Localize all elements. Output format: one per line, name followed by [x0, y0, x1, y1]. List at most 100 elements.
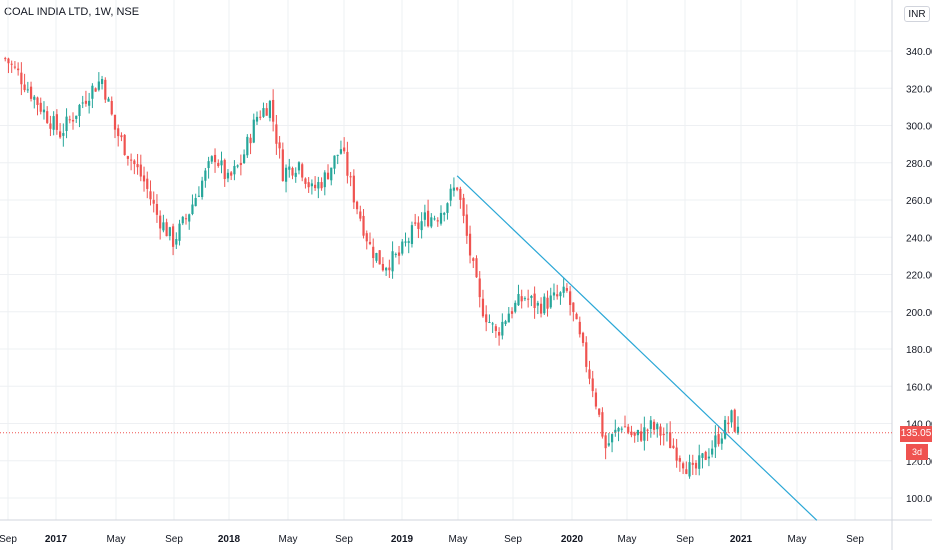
candle-body [71, 119, 75, 122]
candle-body [320, 182, 323, 189]
candle-body [223, 160, 226, 180]
candle-body [711, 448, 714, 455]
candle-body [494, 326, 497, 331]
candle-body [378, 250, 381, 265]
candle-body [527, 298, 530, 300]
candle-body [704, 451, 707, 460]
candle-body [65, 116, 68, 132]
candle-body [536, 302, 539, 306]
candle-body [310, 183, 313, 187]
candle-body [246, 136, 249, 156]
candle-body [188, 214, 191, 222]
candle-body [472, 258, 475, 261]
candle-body [52, 116, 55, 130]
candle-body [569, 291, 572, 305]
candle-body [149, 191, 152, 200]
x-tick-label: Sep [335, 534, 353, 545]
candle-body [449, 188, 452, 201]
candle-body [543, 296, 546, 314]
y-tick-label: 220.00 [906, 271, 932, 282]
candle-body [488, 321, 491, 323]
candle-body [656, 423, 659, 430]
candle-body [646, 429, 649, 431]
y-tick-label: 200.00 [906, 308, 932, 319]
candle-body [581, 332, 585, 343]
candle-body [510, 311, 514, 314]
candle-body [375, 252, 378, 261]
candle-body [294, 172, 297, 177]
candle-body [336, 154, 339, 156]
candle-body [623, 426, 627, 428]
candle-body [42, 109, 46, 113]
candle-body [678, 458, 681, 462]
candle-body [556, 294, 559, 297]
candle-body [81, 102, 84, 104]
candle-body [333, 155, 336, 169]
candle-body [62, 133, 65, 136]
candle-body [33, 96, 36, 100]
candle-body [7, 58, 10, 64]
candle-body [388, 267, 391, 271]
candle-body [617, 427, 620, 432]
candle-body [423, 212, 426, 220]
candle-body [643, 427, 646, 441]
candle-body [130, 159, 133, 161]
candle-body [239, 162, 242, 166]
candle-body [317, 182, 320, 189]
candle-body [530, 295, 533, 298]
candle-body [717, 434, 720, 445]
candle-body [465, 214, 468, 236]
candle-body [213, 154, 217, 163]
candle-body [301, 164, 304, 178]
candle-body [736, 426, 740, 434]
candle-body [691, 462, 694, 465]
candle-body [368, 241, 372, 245]
candle-body [59, 131, 62, 138]
candle-body [372, 246, 375, 259]
candle-body [278, 142, 281, 149]
candle-body [236, 165, 239, 167]
candle-body [456, 187, 459, 190]
candle-body [443, 212, 446, 215]
candle-body [17, 68, 20, 71]
candle-body [468, 233, 472, 256]
y-tick-label: 120.00 [906, 457, 932, 468]
candle-body [165, 222, 168, 237]
candle-body [359, 211, 362, 219]
candle-body [94, 88, 97, 92]
candle-body [662, 433, 665, 436]
candle-body [572, 302, 575, 313]
candle-body [501, 321, 504, 336]
candle-body [133, 160, 136, 165]
candle-body [720, 438, 723, 444]
x-tick-label: Sep [846, 534, 864, 545]
candle-body [291, 167, 294, 176]
candle-body [733, 409, 736, 432]
candle-body [520, 296, 523, 302]
candle-body [184, 218, 188, 220]
candle-body [323, 172, 326, 188]
candle-body [559, 292, 562, 297]
candle-body [562, 286, 565, 293]
candle-body [259, 116, 262, 118]
candle-body [723, 419, 727, 439]
candle-body [588, 369, 591, 379]
currency-button[interactable]: INR [904, 6, 930, 22]
candle-body [410, 225, 414, 244]
chart-title: COAL INDIA LTD, 1W, NSE [4, 6, 140, 18]
candle-body [262, 108, 265, 117]
candle-body [281, 149, 284, 182]
candle-body [481, 298, 485, 317]
x-tick-label: May [618, 534, 637, 545]
candle-body [136, 164, 139, 168]
candle-body [217, 162, 220, 166]
candle-body [249, 137, 252, 144]
candle-body [504, 321, 507, 325]
candle-body [694, 462, 698, 469]
candle-body [365, 233, 368, 242]
candle-body [152, 199, 155, 204]
candle-body [326, 172, 330, 180]
candle-body [194, 198, 197, 207]
candle-body [485, 314, 488, 323]
